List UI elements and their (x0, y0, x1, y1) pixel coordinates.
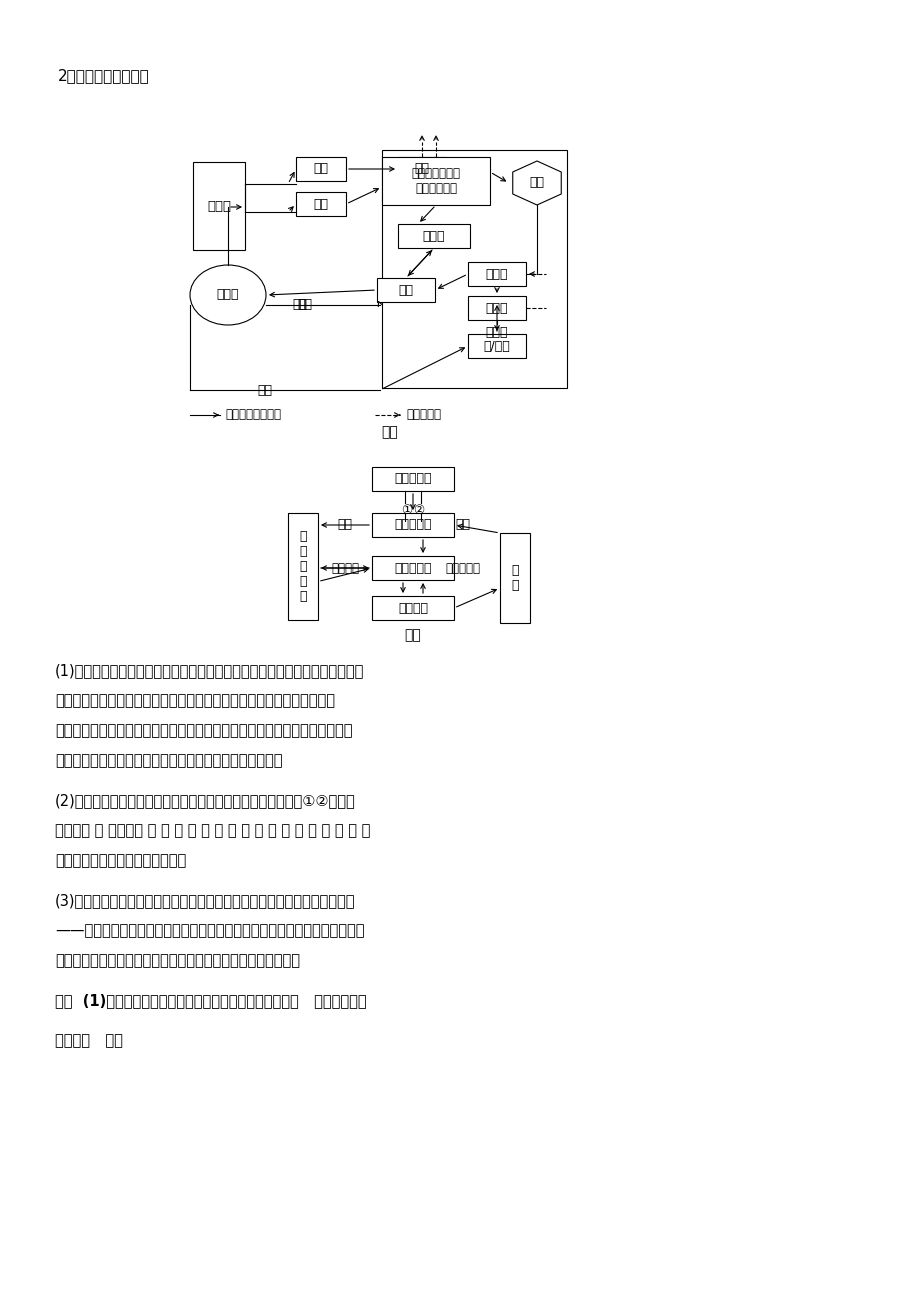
Bar (381, 158, 490, 204)
Text: (1)图一为窦店村综合发展生态工程示意图，该工程主要运用了哪些生态工程的: (1)图一为窦店村综合发展生态工程示意图，该工程主要运用了哪些生态工程的 (55, 663, 364, 678)
Text: 种植业: 种植业 (207, 199, 231, 212)
Text: ①: ① (401, 504, 413, 517)
Text: 加工: 加工 (414, 163, 429, 176)
Text: 厩
肥: 厩 肥 (511, 564, 518, 592)
Text: 太阳光能   物理: 太阳光能 物理 (55, 1032, 123, 1048)
Text: ＿＿＿＿，生命活动所需的能量归根到底都来自＿＿＿＿。燃烧沼气为鸡舍增: ＿＿＿＿，生命活动所需的能量归根到底都来自＿＿＿＿。燃烧沼气为鸡舍增 (55, 723, 352, 738)
Text: ——动物营养循环，因此珊瑚礁能够保持很高的系统生产力。此生态系统体现: ——动物营养循环，因此珊瑚礁能够保持很高的系统生产力。此生态系统体现 (55, 923, 364, 937)
Text: 蓝绿萍: 蓝绿萍 (423, 229, 445, 242)
Text: (3)澳大利亚的大堡礁，生物多样性非常高，珊瑚虫和藻类组成了高效的植物: (3)澳大利亚的大堡礁，生物多样性非常高，珊瑚虫和藻类组成了高效的植物 (55, 893, 355, 907)
Text: (2)图二为矿区废弃地的生态恢复工程流程图，该恢复工程中，①②分别指: (2)图二为矿区废弃地的生态恢复工程流程图，该恢复工程中，①②分别指 (55, 793, 356, 809)
Text: 沼气池: 沼气池 (217, 289, 239, 302)
Text: 加照明时间，可以增加产蛋量，这属于＿＿＿＿信息传递。: 加照明时间，可以增加产蛋量，这属于＿＿＿＿信息传递。 (55, 753, 282, 768)
Bar (468, 296, 526, 320)
Text: 肉、蛋、奶: 肉、蛋、奶 (445, 561, 480, 574)
Bar (371, 513, 453, 536)
Text: 就业投入: 就业投入 (331, 561, 358, 574)
Text: 养殖业: 养殖业 (485, 267, 507, 280)
Text: 屠宰厂: 屠宰厂 (485, 302, 507, 315)
Text: 青贮、氨化处理
食用菌培养基: 青贮、氨化处理 食用菌培养基 (411, 167, 460, 195)
Text: 图二: 图二 (404, 628, 421, 642)
Bar (468, 262, 526, 286)
Text: 鱼/螺池: 鱼/螺池 (483, 340, 510, 353)
Text: 物质在系统内流动: 物质在系统内流动 (225, 409, 280, 422)
Text: 沼渣: 沼渣 (257, 384, 272, 397)
Text: ②: ② (413, 504, 425, 517)
Ellipse shape (190, 266, 266, 326)
Bar (468, 335, 526, 358)
Text: 沼液: 沼液 (292, 298, 307, 311)
Text: 谷物: 谷物 (313, 163, 328, 176)
Bar (288, 513, 318, 620)
Text: 矿区废弃地: 矿区废弃地 (394, 473, 431, 486)
Text: 沼液: 沼液 (297, 298, 312, 311)
Bar (381, 150, 566, 388)
Bar (296, 158, 346, 181)
Text: 输出到市场: 输出到市场 (405, 409, 440, 422)
Text: 基本原理？＿＿＿＿＿＿＿＿（至少答两项）。此生态系统中的生产者有: 基本原理？＿＿＿＿＿＿＿＿（至少答两项）。此生态系统中的生产者有 (55, 693, 335, 708)
Text: 植树、种草: 植树、种草 (394, 518, 431, 531)
Text: 答案  (1)物质循环再生原理、整体性原理、物种多样性原理   谷物、蓝绿萍: 答案 (1)物质循环再生原理、整体性原理、物种多样性原理 谷物、蓝绿萍 (55, 993, 367, 1008)
Text: 投入: 投入 (455, 518, 470, 531)
Text: 了哪些生态工程的基本原理？＿＿＿＿＿＿＿＿＿＿＿＿＿＿。: 了哪些生态工程的基本原理？＿＿＿＿＿＿＿＿＿＿＿＿＿＿。 (55, 953, 300, 967)
Bar (398, 158, 446, 181)
Text: 社会、市场: 社会、市场 (394, 561, 431, 574)
Text: 环境: 环境 (337, 518, 352, 531)
Bar (398, 224, 470, 247)
Text: ＿＿＿＿＿＿＿＿＿＿＿＿＿＿。: ＿＿＿＿＿＿＿＿＿＿＿＿＿＿。 (55, 853, 186, 868)
Bar (499, 533, 529, 622)
Bar (193, 161, 244, 250)
Text: 畜牧养殖: 畜牧养殖 (398, 602, 427, 615)
Bar (371, 556, 453, 579)
Bar (371, 596, 453, 620)
Polygon shape (512, 161, 561, 204)
Bar (371, 467, 453, 491)
Text: 2．请据图回答问题。: 2．请据图回答问题。 (58, 68, 150, 83)
Text: 秸秆: 秸秆 (313, 198, 328, 211)
Text: 副产品: 副产品 (485, 326, 507, 339)
Text: ＿＿＿＿ 和 ＿＿＿＿ 措 施 。 该 生 态 工 程 所 遵 循 的 主 要 原 理 是: ＿＿＿＿ 和 ＿＿＿＿ 措 施 。 该 生 态 工 程 所 遵 循 的 主 要 … (55, 823, 370, 838)
Text: 饲料: 饲料 (529, 177, 544, 190)
Bar (296, 191, 346, 216)
Text: 图一: 图一 (381, 424, 398, 439)
Text: 牧
草
加
工
业: 牧 草 加 工 业 (299, 530, 306, 603)
Bar (377, 279, 435, 302)
Text: 厩粪: 厩粪 (398, 284, 413, 297)
